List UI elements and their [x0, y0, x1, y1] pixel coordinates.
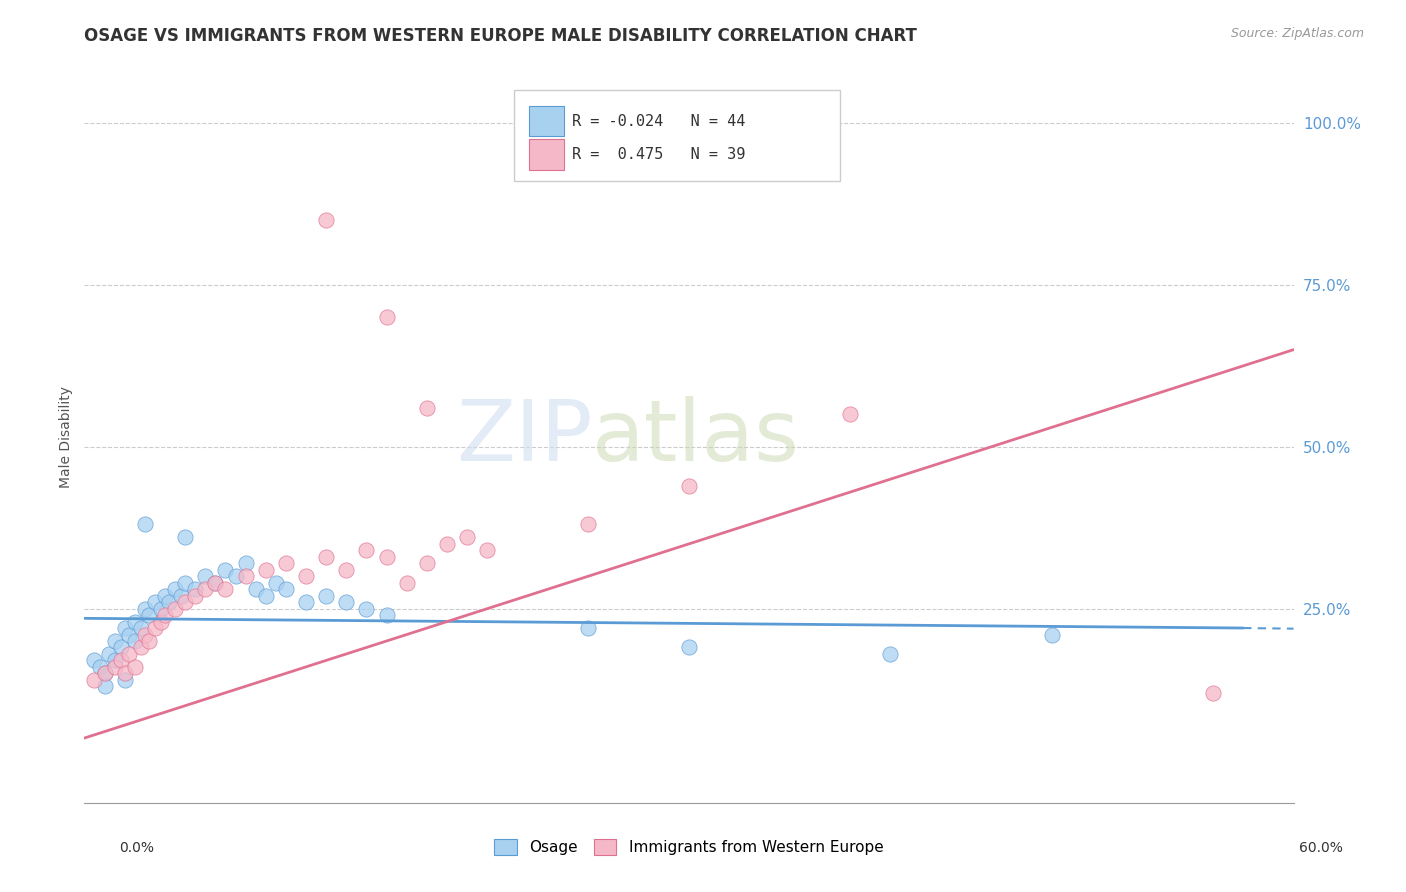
Point [110, 640, 132, 655]
Point [124, 660, 146, 674]
Point [93, 666, 115, 681]
Point [118, 647, 141, 661]
Point [879, 647, 901, 661]
Point [104, 634, 127, 648]
Point [174, 575, 197, 590]
Point [245, 582, 267, 597]
FancyBboxPatch shape [529, 139, 564, 170]
Point [315, 213, 337, 227]
Text: 0.0%: 0.0% [120, 841, 155, 855]
Point [157, 595, 180, 609]
Point [456, 530, 478, 544]
Point [124, 634, 146, 648]
Point [375, 310, 398, 325]
Point [114, 666, 136, 681]
Point [114, 673, 136, 687]
Point [83, 673, 105, 687]
Point [170, 589, 193, 603]
Point [214, 563, 236, 577]
Point [295, 569, 318, 583]
Text: atlas: atlas [592, 395, 800, 479]
Point [149, 615, 172, 629]
Point [83, 653, 105, 667]
Point [184, 589, 207, 603]
Text: 60.0%: 60.0% [1299, 841, 1343, 855]
Point [1202, 686, 1225, 700]
Point [235, 569, 257, 583]
Point [335, 595, 357, 609]
Point [214, 582, 236, 597]
Point [184, 582, 207, 597]
Point [395, 575, 418, 590]
Point [295, 595, 318, 609]
Point [114, 621, 136, 635]
Point [335, 563, 357, 577]
Point [375, 549, 398, 564]
Point [134, 601, 156, 615]
Text: OSAGE VS IMMIGRANTS FROM WESTERN EUROPE MALE DISABILITY CORRELATION CHART: OSAGE VS IMMIGRANTS FROM WESTERN EUROPE … [84, 27, 917, 45]
Text: R =  0.475   N = 39: R = 0.475 N = 39 [572, 147, 745, 162]
Point [375, 608, 398, 623]
FancyBboxPatch shape [529, 106, 564, 136]
Point [104, 660, 127, 674]
Point [356, 601, 378, 615]
Point [89, 660, 111, 674]
Point [138, 608, 160, 623]
Point [93, 666, 115, 681]
Text: Source: ZipAtlas.com: Source: ZipAtlas.com [1230, 27, 1364, 40]
Point [225, 569, 247, 583]
Legend: Osage, Immigrants from Western Europe: Osage, Immigrants from Western Europe [488, 833, 890, 861]
Point [124, 615, 146, 629]
Point [97, 647, 120, 661]
Point [110, 653, 132, 667]
Point [315, 549, 337, 564]
Point [315, 589, 337, 603]
Point [839, 408, 862, 422]
Point [576, 621, 599, 635]
Point [165, 601, 187, 615]
FancyBboxPatch shape [513, 90, 841, 181]
Point [416, 401, 439, 415]
Point [153, 589, 176, 603]
Point [274, 557, 297, 571]
Point [477, 543, 499, 558]
Point [118, 627, 141, 641]
Point [174, 530, 197, 544]
Point [254, 563, 277, 577]
Point [104, 653, 127, 667]
Point [149, 601, 172, 615]
Point [264, 575, 287, 590]
Point [274, 582, 297, 597]
Point [254, 589, 277, 603]
Point [129, 621, 152, 635]
Point [678, 478, 700, 492]
Point [194, 569, 217, 583]
Point [1040, 627, 1063, 641]
Point [134, 517, 156, 532]
Point [165, 582, 187, 597]
Point [194, 582, 217, 597]
Point [134, 627, 156, 641]
Point [678, 640, 700, 655]
Text: ZIP: ZIP [456, 395, 592, 479]
Point [416, 557, 439, 571]
Point [129, 640, 152, 655]
Text: R = -0.024   N = 44: R = -0.024 N = 44 [572, 113, 745, 128]
Point [356, 543, 378, 558]
Point [138, 634, 160, 648]
Point [576, 517, 599, 532]
Y-axis label: Male Disability: Male Disability [59, 386, 73, 488]
Point [153, 608, 176, 623]
Point [204, 575, 226, 590]
Point [436, 537, 458, 551]
Point [204, 575, 226, 590]
Point [174, 595, 197, 609]
Point [93, 679, 115, 693]
Point [235, 557, 257, 571]
Point [143, 595, 166, 609]
Point [143, 621, 166, 635]
